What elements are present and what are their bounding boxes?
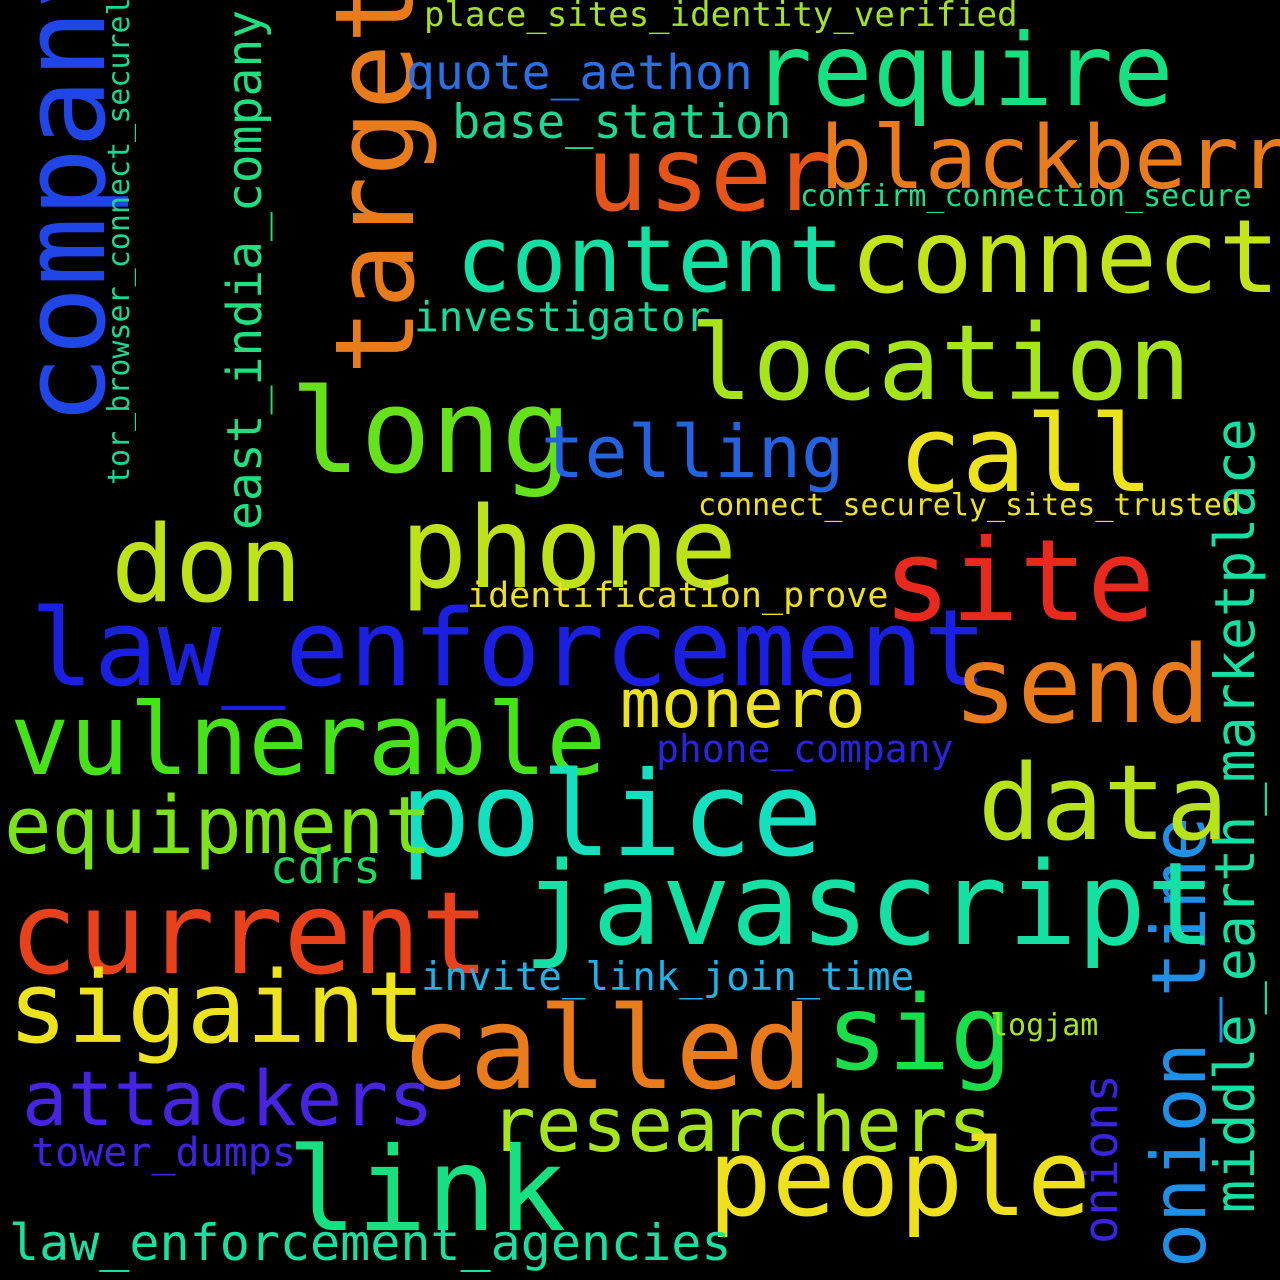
word-site: site <box>883 515 1156 647</box>
word-phone-company: phone_company <box>656 727 954 771</box>
word-telling: telling <box>541 410 845 494</box>
word-east-india-company: east_india_company <box>217 9 273 530</box>
word-send: send <box>953 624 1211 748</box>
word-investigator: investigator <box>414 293 711 341</box>
word-vulnerable: vulnerable <box>10 683 607 798</box>
word-javascript: javascript <box>523 838 1216 972</box>
word-cdrs: cdrs <box>270 840 381 894</box>
word-law-enforcement: law_enforcement <box>30 587 988 710</box>
word-content: content <box>456 206 844 313</box>
word-people: people <box>708 1117 1091 1240</box>
word-sigaint: sigaint <box>8 951 426 1066</box>
word-connect: connect <box>850 198 1280 317</box>
word-monero: monero <box>620 665 866 744</box>
word-user: user <box>586 115 835 235</box>
word-call: call <box>898 393 1154 516</box>
word-current: current <box>9 867 490 1000</box>
word-link: link <box>287 1123 567 1258</box>
word-equipment: equipment <box>4 780 433 872</box>
word-law-enforcement-agencies: law_enforcement_agencies <box>9 1214 732 1272</box>
word-tor-browser-connect-securely: tor_browser_connect_securely <box>102 0 137 485</box>
word-long: long <box>290 363 572 500</box>
word-logjam: logjam <box>990 1008 1099 1043</box>
word-place-sites-identity-verified: place_sites_identity_verified <box>424 0 1018 35</box>
word-called: called <box>401 982 813 1115</box>
word-attackers: attackers <box>22 1054 434 1143</box>
word-police: police <box>400 746 823 883</box>
word-location: location <box>690 302 1191 424</box>
word-invite-link-join-time: invite_link_join_time <box>421 955 915 1000</box>
word-researchers: researchers <box>490 1080 994 1169</box>
word-sig: sig <box>826 974 1013 1094</box>
word-connect-securely-sites-trusted: connect_securely_sites_trusted <box>698 488 1240 523</box>
word-phone: phone <box>400 484 738 614</box>
word-data: data <box>978 742 1229 864</box>
word-base-station: base_station <box>452 95 792 150</box>
word-don: don <box>111 503 303 626</box>
word-tower-dumps: tower_dumps <box>31 1130 296 1176</box>
word-require: require <box>752 12 1174 129</box>
word-blackberry: blackberry <box>820 107 1280 209</box>
word-quote-aethon: quote_aethon <box>406 45 753 101</box>
word-identification-prove: identification_prove <box>467 576 889 616</box>
word-confirm-connection-secure: confirm_connection_secure <box>800 179 1252 214</box>
